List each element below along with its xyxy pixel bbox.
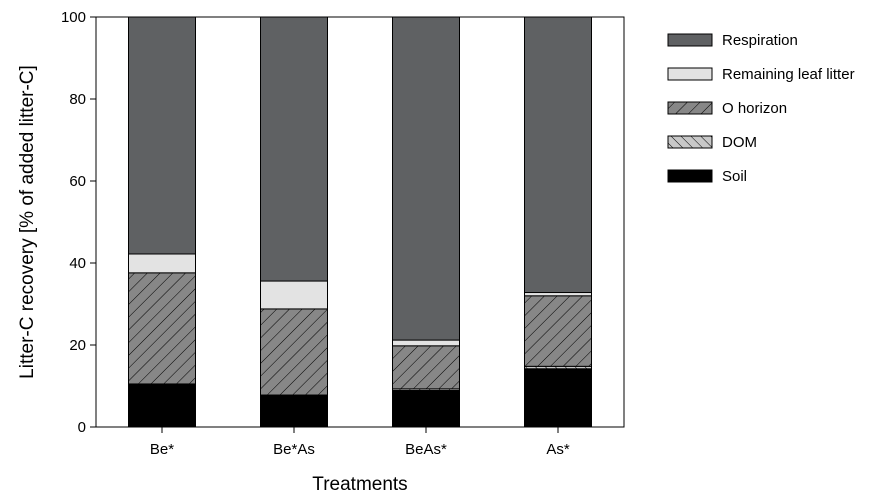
bar-respiration-be [128,16,196,255]
bar-soil-be [128,384,196,428]
y-tick-label: 20 [69,337,86,354]
legend-label-o-horizon: O horizon [722,100,787,117]
bar-respiration-be-as [260,16,328,282]
bar-o-horizon-be [128,272,196,385]
bar-remaining-leaf-litter-beas [392,339,460,347]
bar-respiration-as [524,16,592,294]
legend-swatch-respiration [667,33,713,47]
legend-label-dom: DOM [722,134,757,151]
legend-label-remaining-leaf-litter: Remaining leaf litter [722,66,855,83]
bar-o-horizon-be-as [260,308,328,396]
y-tick-label: 100 [61,9,86,26]
x-tick-label-as: As* [546,441,570,458]
bar-remaining-leaf-litter-be [128,253,196,274]
x-tick-label-be: Be* [150,441,174,458]
legend-swatch-o-horizon [667,101,713,115]
legend-swatch-dom [667,135,713,149]
x-axis-ticks: Be* Be*As BeAs* As* [150,427,570,458]
bar-o-horizon-beas [392,345,460,390]
axes [95,16,625,428]
legend-swatch-soil [667,169,713,183]
bar-respiration-beas [392,16,460,341]
bar-soil-be-as [260,395,328,428]
y-tick-label: 40 [69,255,86,272]
x-axis-title: Treatments [312,474,407,495]
bars-group [128,16,592,428]
bar-soil-beas [392,390,460,428]
y-tick-label: 0 [78,419,86,436]
x-tick-label-be-as: Be*As [273,441,315,458]
y-axis-title: Litter-C recovery [% of added litter-C] [17,65,38,379]
legend-label-respiration: Respiration [722,32,798,49]
bar-o-horizon-as [524,295,592,367]
legend: Respiration Remaining leaf litter O horizo… [667,32,855,185]
legend-swatch-remaining-leaf-litter [667,67,713,81]
y-tick-label: 80 [69,91,86,108]
bar-soil-as [524,368,592,428]
y-tick-label: 60 [69,173,86,190]
legend-label-soil: Soil [722,168,747,185]
bar-remaining-leaf-litter-be-as [260,280,328,310]
y-axis-ticks: 0 20 40 60 80 100 [61,9,96,436]
plot-frame [95,16,625,428]
x-tick-label-beas: BeAs* [405,441,447,458]
